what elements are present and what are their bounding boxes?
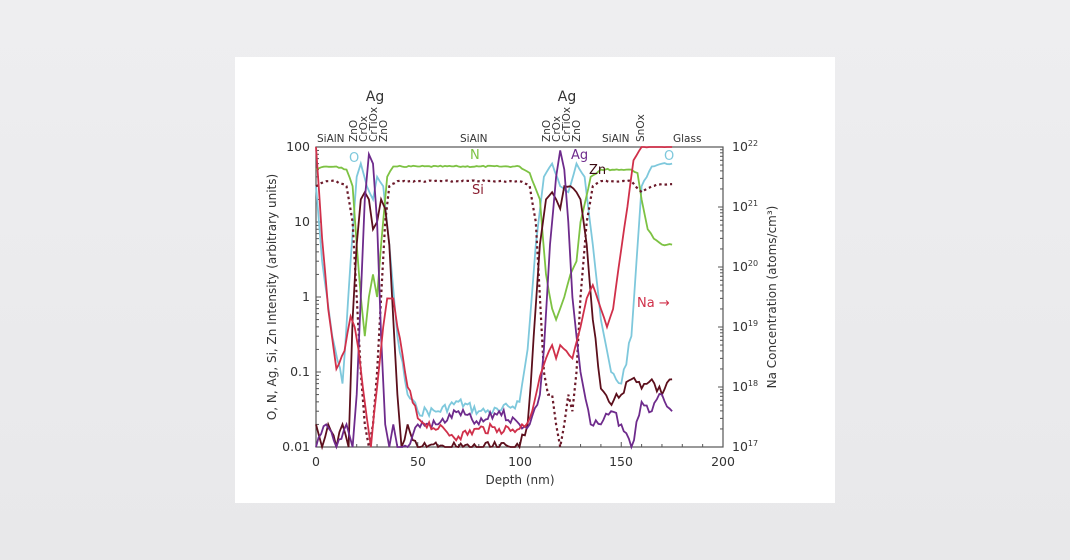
svg-text:1021: 1021 xyxy=(732,199,758,214)
svg-text:1020: 1020 xyxy=(732,259,758,274)
annotation-o-left: O xyxy=(349,151,359,166)
layer-label-snox: SnOx xyxy=(635,114,647,142)
curve-o xyxy=(315,160,673,419)
svg-text:1022: 1022 xyxy=(732,139,758,154)
annotation-o-right: O xyxy=(664,149,674,164)
y-tick-100: 100 xyxy=(286,139,310,154)
curve-zn xyxy=(315,185,673,451)
layer-label-zno-3: ZnO xyxy=(541,120,553,142)
curve-ag xyxy=(315,150,673,450)
layer-label-sialn-2: SiAlN xyxy=(460,133,488,145)
layer-label-zno-1: ZnO xyxy=(348,120,360,142)
layer-label-crox-1: CrOx xyxy=(358,116,370,142)
annotation-na: Na → xyxy=(637,296,670,311)
x-tick-150: 150 xyxy=(609,454,633,469)
layer-label-crtiox-1: CrTiOx xyxy=(368,107,380,142)
x-tick-0: 0 xyxy=(312,454,320,469)
svg-text:1017: 1017 xyxy=(732,439,758,454)
right-axis-labels: 1022 1021 1020 1019 1018 1017 xyxy=(732,139,758,454)
layer-label-ag-right: Ag xyxy=(558,89,576,105)
layer-label-sialn-3: SiAlN xyxy=(602,133,630,145)
x-axis-title: Depth (nm) xyxy=(485,473,554,487)
figure-card: 100 10 1 0.1 0.01 1022 1021 1020 1019 10… xyxy=(235,57,835,503)
y-axis-title: O, N, Ag, Si, Zn Intensity (arbitrary un… xyxy=(265,174,279,420)
y-tick-1: 1 xyxy=(302,289,310,304)
axis-ticks xyxy=(315,149,724,448)
layer-label-sialn-1: SiAlN xyxy=(317,133,345,145)
x-tick-100: 100 xyxy=(508,454,532,469)
y-tick-0.1: 0.1 xyxy=(290,364,310,379)
annotation-si: Si xyxy=(472,183,484,198)
annotation-zn: Zn xyxy=(589,163,606,178)
layer-label-crtiox-2: CrTiOx xyxy=(561,107,573,142)
annotation-n: N xyxy=(470,148,480,163)
y-tick-10: 10 xyxy=(294,214,310,229)
depth-profile-chart: 100 10 1 0.1 0.01 1022 1021 1020 1019 10… xyxy=(265,89,779,487)
curve-si xyxy=(315,179,673,448)
layer-label-zno-4: ZnO xyxy=(571,120,583,142)
layer-label-crox-2: CrOx xyxy=(551,116,563,142)
layer-label-glass: Glass xyxy=(673,133,701,145)
layer-label-zno-2: ZnO xyxy=(378,120,390,142)
curve-na xyxy=(315,146,673,448)
curves xyxy=(315,146,673,451)
right-y-axis-title: Na Concentration (atoms/cm³) xyxy=(765,206,779,389)
layer-label-ag-left: Ag xyxy=(366,89,384,105)
y-tick-0.01: 0.01 xyxy=(282,439,310,454)
svg-text:1018: 1018 xyxy=(732,379,758,394)
svg-text:1019: 1019 xyxy=(732,319,758,334)
curve-n xyxy=(315,164,673,337)
x-tick-200: 200 xyxy=(711,454,735,469)
x-tick-50: 50 xyxy=(410,454,426,469)
annotation-ag: Ag xyxy=(571,148,588,163)
